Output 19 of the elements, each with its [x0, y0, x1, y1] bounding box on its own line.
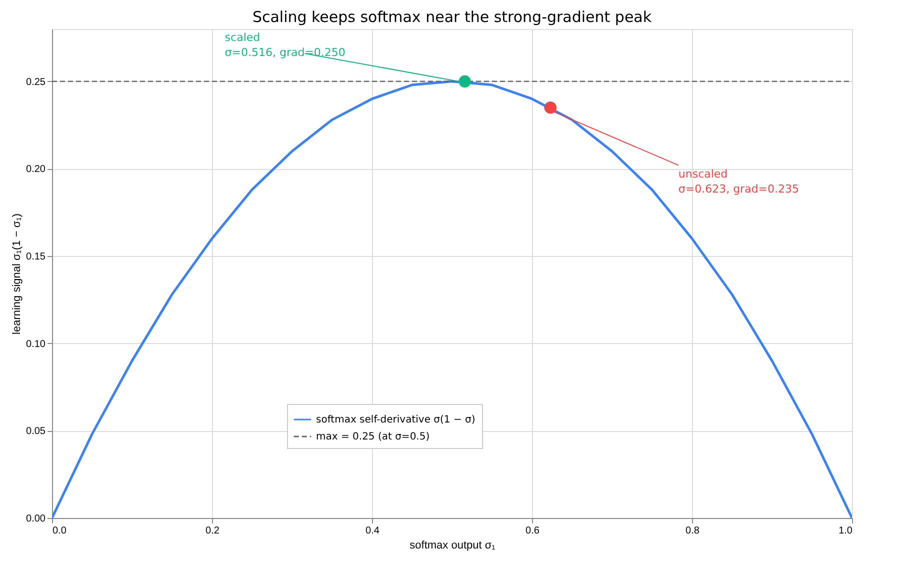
x-axis-title: softmax output σ₁ — [410, 540, 496, 552]
chart-title: Scaling keeps softmax near the strong-gradient peak — [252, 8, 652, 26]
legend-label: max = 0.25 (at σ=0.5) — [316, 432, 430, 442]
y-tick-label: 0.15 — [26, 252, 46, 263]
x-tick-label: 0.8 — [686, 526, 700, 536]
annotation: scaled σ=0.516, grad=0.250 — [224, 30, 346, 59]
y-tick-label: 0.25 — [26, 76, 46, 88]
x-tick-label: 1.0 — [838, 526, 853, 536]
y-tick-label: 0.10 — [26, 338, 46, 350]
x-tick-label: 0.2 — [206, 526, 220, 536]
annotation: unscaled σ=0.623, grad=0.235 — [678, 168, 800, 196]
y-axis-title: learning signal σ₁(1 − σ₁) — [11, 214, 24, 334]
legend-label: softmax self-derivative σ(1 − σ) — [316, 414, 476, 426]
y-tick-label: 0.20 — [26, 164, 46, 176]
x-tick-label: 0.0 — [52, 526, 67, 536]
y-tick-label: 0.00 — [26, 514, 46, 524]
x-tick-label: 0.4 — [366, 526, 380, 536]
x-tick-label: 0.6 — [526, 526, 540, 536]
y-tick-label: 0.05 — [26, 426, 46, 438]
